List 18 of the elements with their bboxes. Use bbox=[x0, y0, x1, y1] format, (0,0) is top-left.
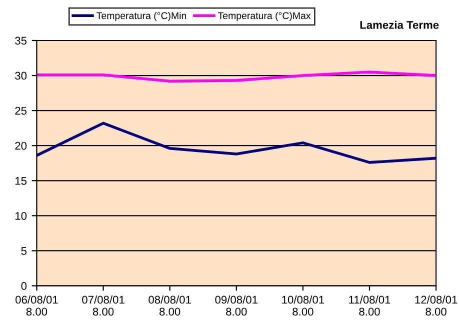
y-tick-label: 15 bbox=[15, 177, 27, 185]
x-tick-label: 06/08/01 8.00 bbox=[16, 295, 58, 316]
y-tick-label: 30 bbox=[15, 72, 27, 80]
y-tick-label: 25 bbox=[15, 106, 27, 115]
y-tick-label: 10 bbox=[15, 212, 27, 220]
x-tick-label: 11/08/01 8.00 bbox=[349, 295, 390, 316]
chart-title: Lamezia Terme bbox=[360, 20, 439, 29]
y-tick-label: 5 bbox=[21, 247, 27, 255]
x-tick-label: 09/08/01 8.00 bbox=[215, 295, 258, 316]
legend-label: Temperatura (°C)Min bbox=[96, 12, 186, 22]
legend-label: Temperatura (°C)Max bbox=[218, 12, 311, 22]
x-tick-label: 07/08/01 8.00 bbox=[82, 295, 124, 316]
x-tick-label: 12/08/01 8.00 bbox=[415, 295, 458, 316]
y-tick-label: 0 bbox=[21, 282, 27, 290]
x-tick-label: 10/08/01 8.00 bbox=[282, 295, 324, 316]
x-tick-label: 08/08/01 8.00 bbox=[148, 295, 191, 316]
y-tick-label: 35 bbox=[15, 36, 27, 45]
y-tick-label: 20 bbox=[15, 142, 27, 150]
